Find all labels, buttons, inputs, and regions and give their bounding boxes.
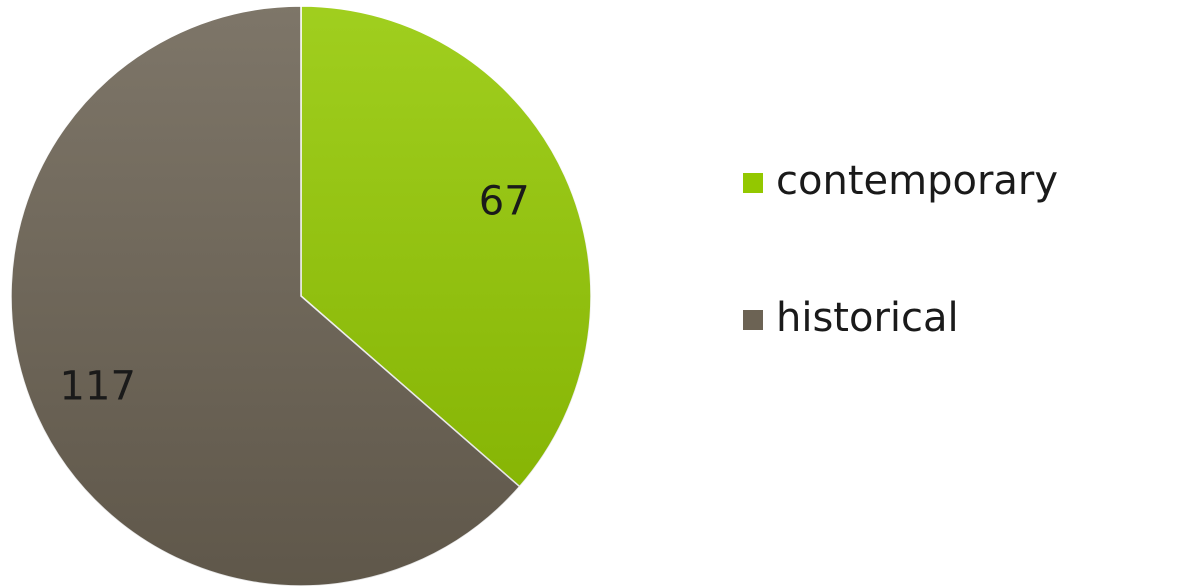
legend-swatch	[741, 171, 765, 195]
legend-swatch	[741, 308, 765, 332]
legend-label: historical	[776, 295, 959, 341]
slice-label: 67	[479, 179, 530, 225]
legend-label: contemporary	[776, 158, 1058, 204]
slice-label: 117	[60, 363, 136, 409]
